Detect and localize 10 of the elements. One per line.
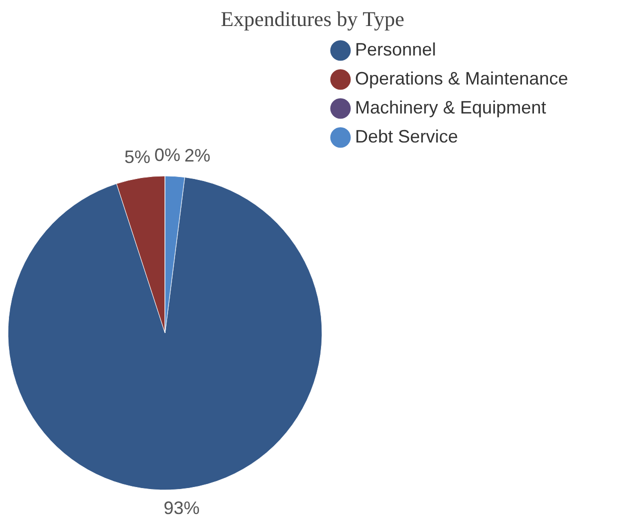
- data-label: 2%: [184, 145, 210, 166]
- data-label: 93%: [164, 498, 200, 518]
- pie-slice: [8, 176, 322, 490]
- legend-label: Personnel: [355, 40, 436, 60]
- legend-label: Operations & Maintenance: [355, 68, 568, 88]
- legend-label: Machinery & Equipment: [355, 98, 546, 118]
- text: 0%: [154, 145, 180, 165]
- legend-label: Debt Service: [355, 126, 458, 146]
- data-label: 5%: [124, 147, 150, 168]
- chart-title: Expenditures by Type: [220, 7, 404, 31]
